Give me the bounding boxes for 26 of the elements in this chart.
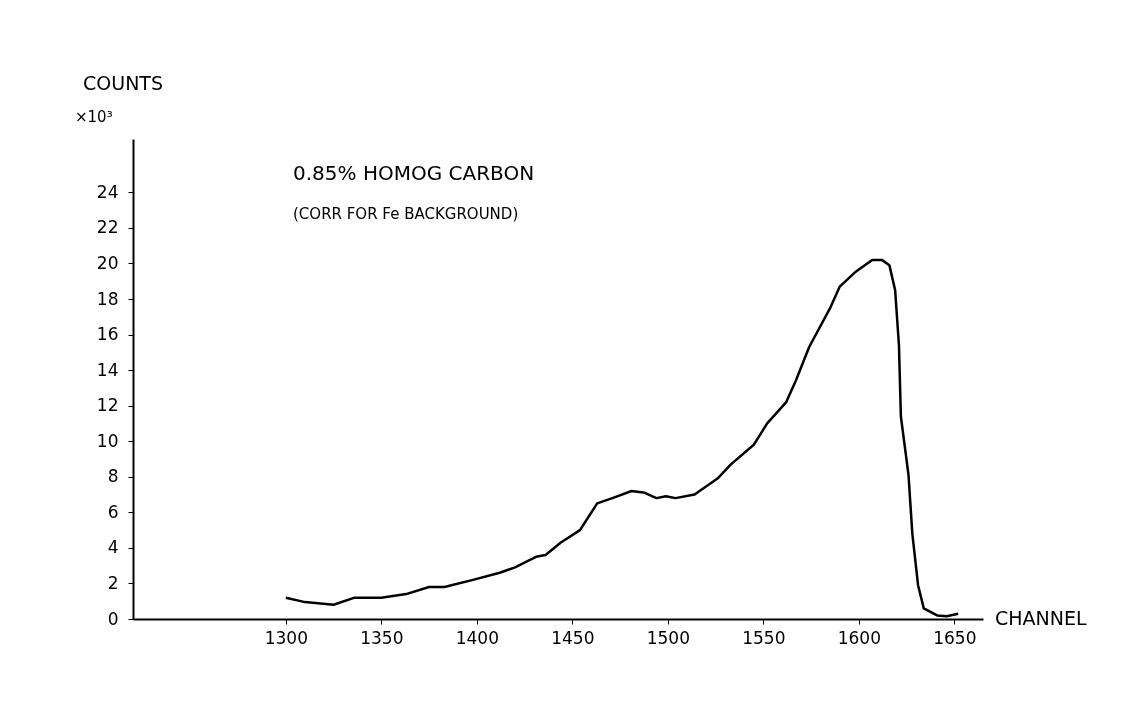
x-tick-label: 1350 [360,627,404,648]
y-axis-title: COUNTS [83,72,164,94]
y-tick-label: 20 [96,252,119,273]
y-tick-label: 6 [107,501,119,522]
y-tick-label: 8 [107,466,119,487]
y-tick-label: 12 [96,395,119,416]
x-tick-label: 1650 [933,627,977,648]
annotation: (CORR FOR Fe BACKGROUND) [293,205,519,223]
x-tick-label: 1400 [455,627,499,648]
y-tick-label: 10 [96,430,119,451]
x-tick-label: 1600 [837,627,881,648]
y-tick-label: 22 [96,217,119,238]
y-tick-label: 24 [96,181,119,202]
y-tick-label: 2 [107,572,119,593]
text: ×10³ [75,108,113,126]
annotation: 0.85% HOMOG CARBON [293,161,535,185]
y-tick-label: 16 [96,324,119,345]
y-tick-label: 0 [107,608,119,629]
x-tick-label: 1450 [551,627,595,648]
x-tick-label: 1500 [646,627,690,648]
x-axis-title: CHANNEL [995,607,1087,629]
x-tick-label: 1300 [264,627,308,648]
x-tick-label: 1550 [742,627,786,648]
y-tick-label: 4 [107,537,119,558]
y-tick-label: 14 [96,359,119,380]
y-tick-label: 18 [96,288,119,309]
